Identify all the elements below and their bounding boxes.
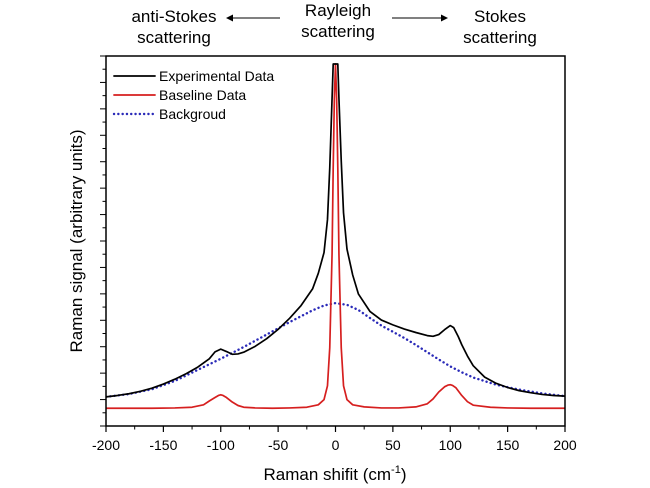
series-layer xyxy=(106,63,565,410)
series-line-experimental-data xyxy=(106,63,565,398)
x-tick-label: -50 xyxy=(268,437,288,453)
x-tick-label: -150 xyxy=(149,437,177,453)
rayleigh-label: Rayleigh scattering xyxy=(280,0,396,42)
anti-stokes-line2: scattering xyxy=(137,28,211,47)
legend-label: Backgroud xyxy=(159,106,226,122)
x-axis-ticks: -200 -150 -100 -50 0 50 100 150 200 xyxy=(92,426,577,453)
right-arrow-icon xyxy=(392,14,448,22)
x-tick-label: 100 xyxy=(439,437,463,453)
y-axis-label: Raman signal (arbitrary units) xyxy=(67,130,86,353)
legend: Experimental Data Baseline Data Backgroud xyxy=(112,68,274,122)
rayleigh-line1: Rayleigh xyxy=(304,1,372,20)
stokes-line1: Stokes xyxy=(474,7,526,26)
x-tick-label: 0 xyxy=(332,437,340,453)
x-axis-label-superscript: -1 xyxy=(391,464,401,476)
rayleigh-line2: scattering xyxy=(301,22,375,41)
stokes-label: Stokes scattering xyxy=(446,6,554,48)
anti-stokes-line1: anti-Stokes xyxy=(131,7,217,26)
x-tick-label: 150 xyxy=(496,437,520,453)
x-tick-label: -100 xyxy=(207,437,235,453)
x-tick-label: 50 xyxy=(385,437,401,453)
x-axis-label-suffix: ) xyxy=(401,465,407,484)
x-tick-label: -200 xyxy=(92,437,120,453)
x-axis-label: Raman shifit (cm-1) xyxy=(264,464,407,484)
series-line-backgroud xyxy=(106,301,565,399)
legend-label: Experimental Data xyxy=(159,68,274,84)
left-arrow-icon xyxy=(226,14,280,22)
anti-stokes-label: anti-Stokes scattering xyxy=(110,6,238,48)
legend-label: Baseline Data xyxy=(159,87,246,103)
y-axis-ticks xyxy=(100,55,106,427)
stokes-line2: scattering xyxy=(463,28,537,47)
x-axis-label-main: Raman shifit (cm xyxy=(264,465,392,484)
x-tick-label: 200 xyxy=(553,437,577,453)
